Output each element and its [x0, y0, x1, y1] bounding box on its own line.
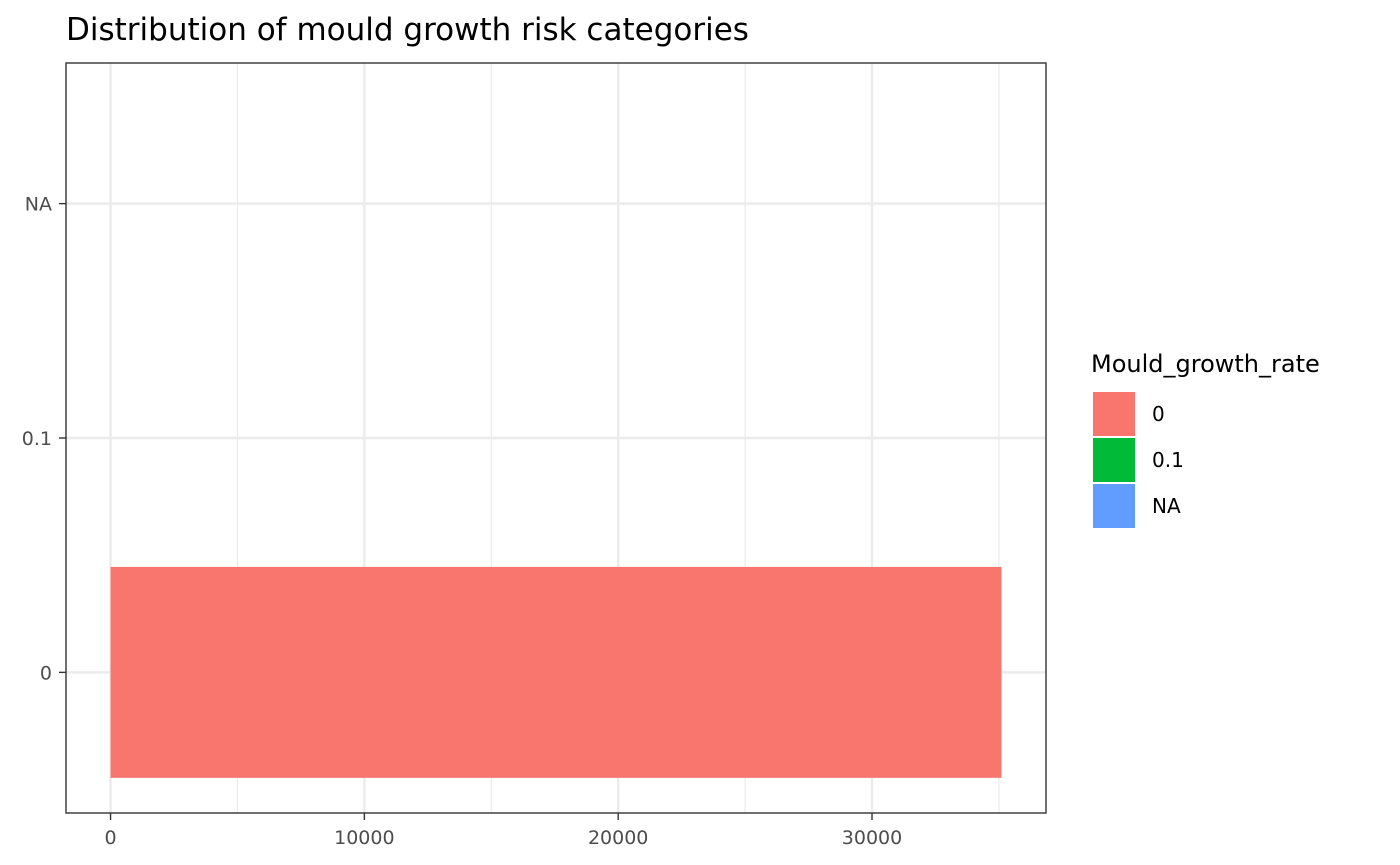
x-tick-label: 30000	[842, 827, 902, 849]
legend: Mould_growth_rate 0 0.1 NA	[1091, 350, 1320, 528]
legend-label: 0.1	[1152, 448, 1184, 472]
x-tick-label: 0	[104, 827, 116, 849]
bar-0	[110, 566, 1002, 778]
chart-title: Distribution of mould growth risk catego…	[66, 12, 749, 48]
legend-label: NA	[1152, 494, 1181, 518]
y-tick-label: 0.1	[22, 428, 52, 450]
legend-key-NA	[1093, 484, 1135, 528]
y-tick-label: NA	[25, 194, 52, 216]
y-axis: 0 0.1 NA	[22, 194, 66, 684]
legend-title: Mould_growth_rate	[1091, 350, 1320, 378]
x-tick-label: 10000	[334, 827, 394, 849]
legend-key-0	[1093, 392, 1135, 436]
legend-label: 0	[1152, 402, 1165, 426]
x-tick-label: 20000	[588, 827, 648, 849]
legend-key-0.1	[1093, 438, 1135, 482]
bar-group	[110, 566, 1002, 778]
y-tick-label: 0	[40, 662, 52, 684]
x-axis: 0 10000 20000 30000	[104, 813, 902, 849]
legend-items: 0 0.1 NA	[1093, 392, 1184, 528]
